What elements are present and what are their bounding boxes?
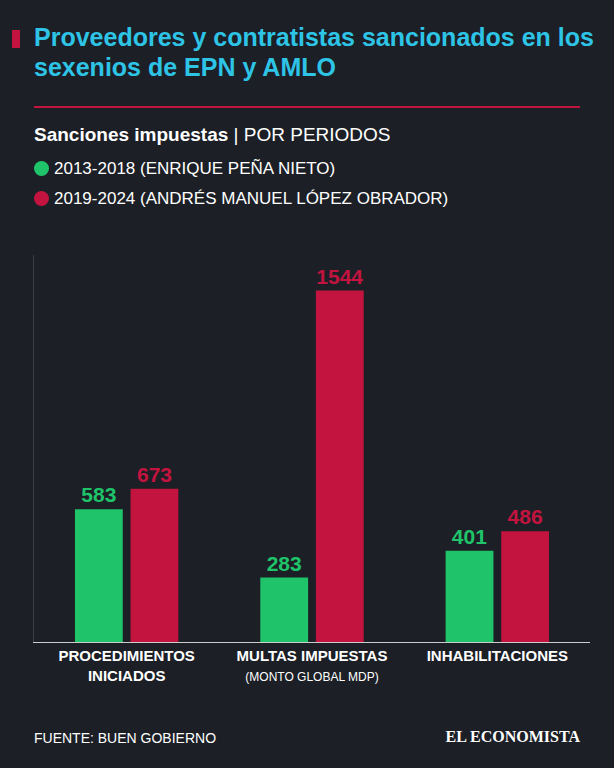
svg-text:MULTAS IMPUESTAS(MONTO GLOBAL: MULTAS IMPUESTAS(MONTO GLOBAL MDP) xyxy=(237,647,388,684)
svg-text:283: 283 xyxy=(267,552,302,575)
svg-text:1544: 1544 xyxy=(316,265,363,288)
html-text:2019-2024 (ANDRÉS MANUEL LÓPEZ: 2019-2024 (ANDRÉS MANUEL LÓPEZ OBRADOR) xyxy=(54,189,449,208)
html-text:Sanciones impuestas | POR PERI: Sanciones impuestas | POR PERIODOS xyxy=(34,124,391,145)
svg-text:PROCEDIMIENTOSINICIADOS: PROCEDIMIENTOSINICIADOS xyxy=(58,647,194,684)
svg-text:401: 401 xyxy=(452,525,487,548)
svg-text:583: 583 xyxy=(81,483,116,506)
html-text:EL ECONOMISTA: EL ECONOMISTA xyxy=(445,728,580,745)
html-text:Proveedores y contratistas san: Proveedores y contratistas sancionados e… xyxy=(34,23,594,81)
html-text:FUENTE: BUEN GOBIERNO: FUENTE: BUEN GOBIERNO xyxy=(34,730,216,746)
svg-text:486: 486 xyxy=(508,505,543,528)
svg-text:INHABILITACIONES: INHABILITACIONES xyxy=(427,647,568,664)
html-text:2013-2018 (ENRIQUE PEÑA NIETO): 2013-2018 (ENRIQUE PEÑA NIETO) xyxy=(54,159,336,178)
svg-text:673: 673 xyxy=(137,463,172,486)
